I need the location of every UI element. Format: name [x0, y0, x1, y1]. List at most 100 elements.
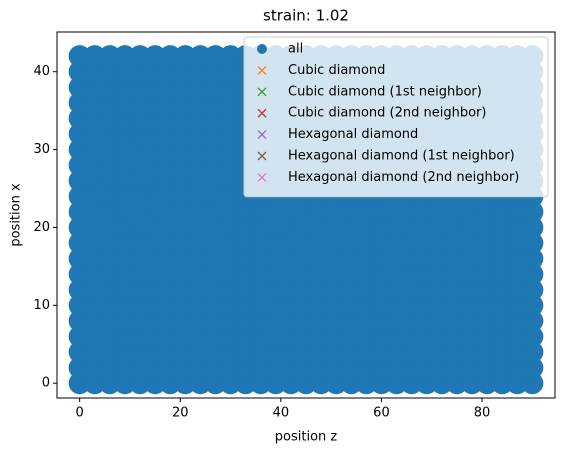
point: [340, 216, 363, 239]
point: [279, 372, 302, 395]
point: [310, 263, 333, 286]
point: [204, 341, 227, 364]
point: [68, 154, 91, 177]
point: [68, 60, 91, 83]
point: [385, 341, 408, 364]
point: [430, 372, 453, 395]
point: [264, 325, 287, 348]
point: [370, 200, 393, 223]
point: [129, 309, 151, 332]
point: [144, 107, 167, 130]
point: [279, 232, 302, 255]
point: [461, 356, 483, 379]
point: [68, 185, 91, 208]
point: [144, 247, 167, 270]
point: [295, 216, 317, 239]
point: [129, 278, 151, 301]
point: [355, 309, 378, 332]
point: [113, 45, 136, 68]
point: [98, 60, 121, 83]
point: [370, 309, 393, 332]
point: [415, 372, 438, 395]
legend-label: Cubic diamond (2nd neighbor): [288, 106, 486, 121]
point: [68, 341, 91, 364]
point: [445, 325, 468, 348]
point: [445, 356, 468, 379]
point: [129, 138, 151, 161]
point: [219, 107, 242, 130]
point: [461, 247, 483, 270]
point: [83, 372, 106, 395]
point: [340, 232, 363, 255]
y-axis-label: position x: [9, 183, 24, 247]
point: [113, 341, 136, 364]
point: [249, 356, 272, 379]
point: [219, 356, 242, 379]
point: [98, 138, 121, 161]
x-axis-label: position z: [275, 430, 338, 445]
point: [461, 309, 483, 332]
point: [174, 154, 197, 177]
point: [415, 309, 438, 332]
point: [98, 278, 121, 301]
point: [204, 263, 227, 286]
point: [340, 325, 363, 348]
point: [68, 76, 91, 99]
point: [295, 263, 317, 286]
point: [264, 294, 287, 317]
point: [476, 200, 499, 223]
point: [521, 356, 544, 379]
point: [310, 294, 333, 317]
point: [310, 372, 333, 395]
point: [129, 107, 151, 130]
legend-marker: [257, 130, 267, 140]
point: [461, 263, 483, 286]
point: [83, 45, 106, 68]
point: [159, 138, 182, 161]
point: [521, 341, 544, 364]
point: [159, 247, 182, 270]
point: [144, 309, 167, 332]
x-tick-label: 60: [373, 406, 390, 421]
point: [249, 341, 272, 364]
point: [98, 107, 121, 130]
point: [189, 294, 212, 317]
point: [234, 200, 257, 223]
point: [129, 123, 151, 146]
point: [98, 216, 121, 239]
point: [219, 232, 242, 255]
point: [219, 169, 242, 192]
point: [159, 309, 182, 332]
point: [219, 45, 242, 68]
point: [506, 325, 529, 348]
point: [83, 309, 106, 332]
point: [174, 341, 197, 364]
point: [159, 123, 182, 146]
legend-marker: [257, 172, 267, 182]
point: [445, 372, 468, 395]
point: [189, 356, 212, 379]
point: [506, 309, 529, 332]
point: [430, 216, 453, 239]
point: [385, 294, 408, 317]
point: [68, 138, 91, 161]
point: [144, 356, 167, 379]
point: [400, 356, 423, 379]
point: [264, 232, 287, 255]
point: [491, 341, 514, 364]
point: [98, 200, 121, 223]
point: [445, 278, 468, 301]
legend-label: Hexagonal diamond (1st neighbor): [288, 149, 515, 164]
point: [295, 294, 317, 317]
point: [129, 45, 151, 68]
point: [491, 294, 514, 317]
point: [129, 356, 151, 379]
point: [129, 372, 151, 395]
point: [279, 325, 302, 348]
point: [461, 372, 483, 395]
point: [310, 341, 333, 364]
point: [204, 138, 227, 161]
point: [400, 341, 423, 364]
axes-frame: [56, 31, 556, 399]
x-tick-label: 40: [273, 406, 290, 421]
